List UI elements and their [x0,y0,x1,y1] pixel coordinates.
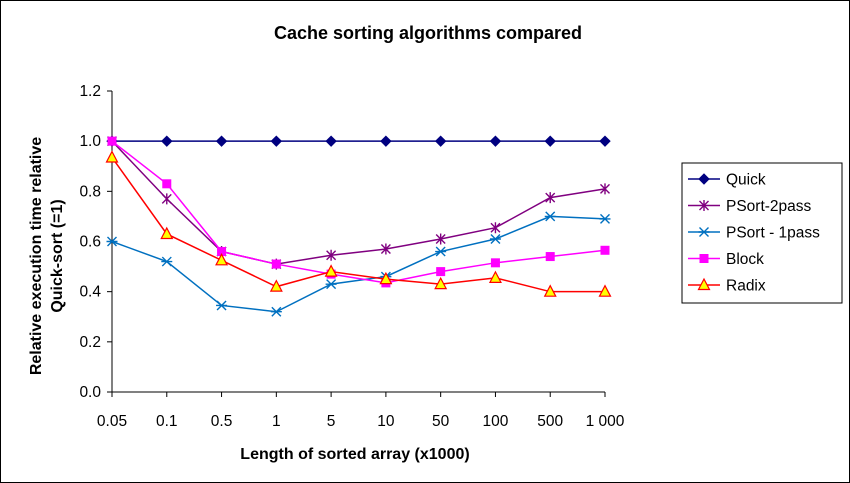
data-point-psort-2pass [600,183,610,195]
data-point-psort-2pass [545,192,556,204]
series-psort-1pass [106,211,611,317]
data-point-radix [434,276,448,290]
chart-title: Cache sorting algorithms compared [274,23,582,43]
legend-item-radix: Radix [688,278,766,295]
legend-item-quick: Quick [688,172,766,189]
x-tick-label: 100 [483,413,509,430]
data-point-quick [544,135,556,147]
data-point-radix [379,271,393,285]
x-tick-label: 0.5 [211,413,233,430]
data-point-block [545,252,555,262]
legend-label: Radix [726,278,766,295]
data-point-radix [160,226,174,240]
data-point-quick [380,135,392,147]
legend-label: Quick [726,172,766,189]
x-tick-label: 10 [377,413,395,430]
legend-marker [697,277,711,291]
legend-item-psort-2pass: PSort-2pass [688,198,812,215]
data-point-psort-1pass [270,306,282,317]
y-tick-label: 0.2 [79,334,101,351]
x-tick-label: 1 [272,413,281,430]
y-tick-label: 1.0 [79,133,101,150]
data-point-block [271,259,281,269]
legend-item-psort-1pass: PSort - 1pass [688,225,820,242]
y-tick-label: 0.6 [79,234,101,251]
data-point-radix [105,150,119,163]
legend-label: Block [726,251,764,268]
data-point-quick [161,135,173,147]
y-tick-label: 0.0 [79,384,101,401]
legend-box [681,162,843,304]
data-point-quick [599,135,611,147]
data-point-block [600,245,610,255]
x-tick-label: 500 [537,413,563,430]
x-tick-label: 1 000 [586,413,625,430]
data-point-psort-2pass [326,249,337,261]
legend-marker [699,254,709,263]
x-axis-title: Length of sorted array (x1000) [240,446,469,463]
data-point-psort-1pass [106,236,118,247]
data-point-block [107,136,117,146]
data-point-radix [488,270,502,283]
axes: 0.0 0.2 0.4 0.6 0.8 1.0 1.2 0.05 0.1 0.5 1 5 10 50 100… [79,83,624,430]
legend: Quick PSort-2pass PSort - 1pass Block Radix [681,162,843,304]
data-point-psort-1pass [489,233,501,244]
legend-marker [699,200,709,211]
data-point-quick [489,135,502,147]
x-tick-label: 0.1 [156,413,178,430]
series-layer [105,135,612,317]
data-point-psort-1pass [544,211,556,222]
y-axis-title-line-2: Quick-sort (=1) [49,199,66,312]
series-line-psort-2pass [111,140,606,265]
data-point-radix [324,264,338,277]
series-block [107,136,610,288]
series-line-radix [111,157,605,293]
data-point-radix [215,253,229,266]
data-point-psort-1pass [325,279,337,290]
series-quick [106,135,611,147]
data-point-psort-2pass [435,233,446,245]
y-axis-title-line-1: Relative execution time relative [28,137,45,375]
series-radix [105,150,612,297]
data-point-radix [269,279,283,292]
data-point-psort-2pass [380,243,391,255]
data-point-psort-1pass [435,246,447,257]
legend-label: PSort - 1pass [726,225,820,242]
series-line-block [111,140,606,284]
data-point-quick [325,135,337,147]
y-tick-label: 0.4 [79,284,101,301]
y-tick-label: 0.8 [79,183,101,200]
x-tick-label: 5 [327,413,336,430]
data-point-quick [434,135,447,147]
legend-marker [698,173,710,185]
series-line-psort-1pass [111,215,606,313]
legend-item-block: Block [688,251,764,268]
data-point-psort-1pass [216,300,228,311]
y-tick-label: 1.2 [79,83,101,100]
legend-label: PSort-2pass [726,198,812,215]
data-point-psort-2pass [490,222,501,234]
data-point-radix [598,284,612,297]
data-point-quick [270,135,283,147]
y-axis-title: Relative execution time relative Quick-s… [28,137,66,375]
data-point-radix [543,284,557,297]
data-point-psort-1pass [161,256,173,267]
data-point-quick [215,135,228,147]
data-point-psort-2pass [161,193,172,205]
x-tick-label: 0.05 [97,413,127,430]
data-point-block [162,179,172,189]
legend-marker [698,227,710,237]
data-point-block [436,267,446,277]
x-tick-label: 50 [432,413,450,430]
data-point-block [490,258,500,268]
data-point-psort-1pass [599,213,611,224]
